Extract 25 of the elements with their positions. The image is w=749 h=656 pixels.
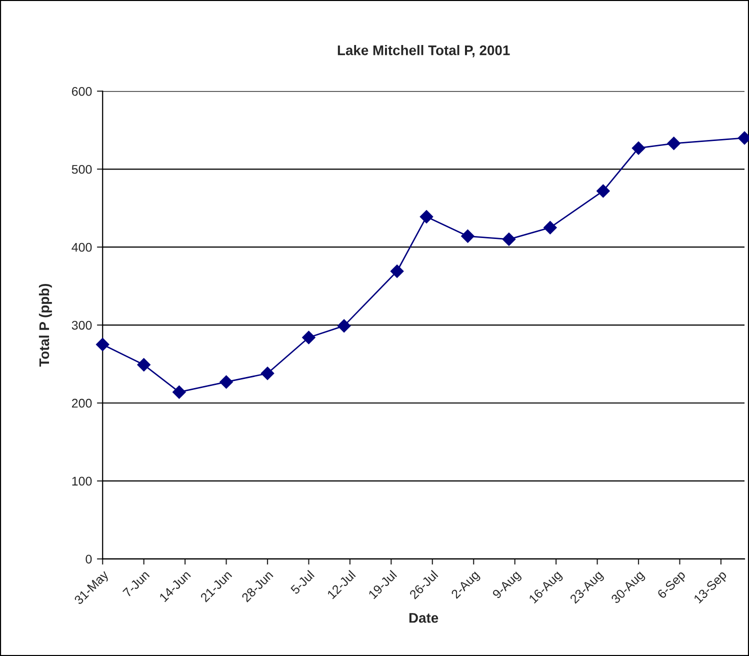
y-tick-label: 400 — [72, 242, 92, 252]
point — [502, 232, 516, 246]
y-tick-label: 300 — [72, 320, 92, 330]
chart-title: Lake Mitchell Total P, 2001 — [338, 45, 510, 58]
point — [420, 210, 434, 224]
point — [220, 375, 233, 389]
point — [137, 358, 150, 372]
point — [260, 366, 274, 380]
x-axis-title: Date — [409, 613, 438, 623]
y-tick-label: 100 — [72, 476, 92, 486]
y-tick-label: 600 — [72, 86, 92, 96]
point — [337, 319, 351, 332]
point — [302, 330, 316, 344]
y-axis-title: Total P (ppb) — [38, 284, 52, 367]
point — [667, 136, 680, 150]
point — [461, 230, 474, 243]
point — [632, 142, 646, 155]
point — [596, 184, 610, 198]
y-tick-label: 500 — [72, 164, 92, 174]
point — [390, 264, 404, 278]
point — [172, 386, 186, 399]
point — [544, 221, 557, 234]
y-tick-label: 0 — [86, 554, 92, 564]
y-tick-label: 200 — [72, 398, 92, 408]
point — [96, 338, 110, 352]
